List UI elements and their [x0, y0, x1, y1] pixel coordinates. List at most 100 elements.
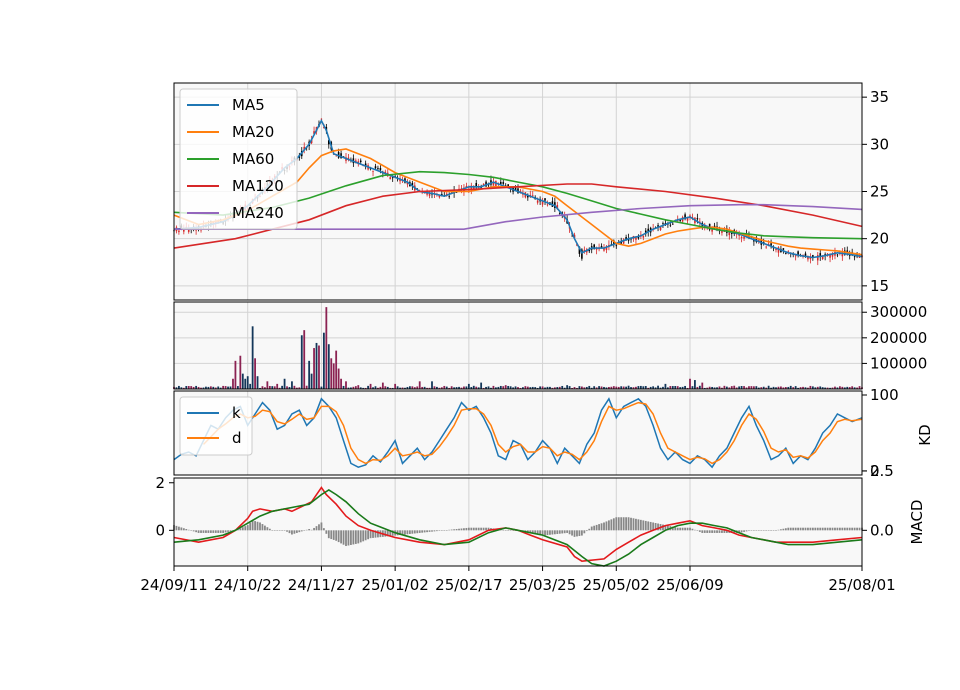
macd-histogram-bar: [239, 528, 242, 531]
candle-body: [672, 223, 674, 225]
macd-histogram-bar: [814, 527, 817, 531]
macd-histogram-bar: [654, 522, 657, 531]
macd-histogram-bar: [546, 530, 549, 536]
volume-bar: [748, 386, 750, 389]
volume-bar: [698, 385, 701, 389]
macd-histogram-bar: [630, 517, 632, 531]
volume-bar: [281, 385, 284, 389]
candle-body: [359, 160, 362, 163]
volume-bar: [703, 387, 706, 389]
macd-histogram-bar: [512, 530, 514, 531]
volume-bar: [522, 387, 524, 389]
volume-bar: [330, 358, 333, 389]
macd-histogram-bar: [268, 528, 271, 531]
macd-histogram-bar: [458, 528, 460, 531]
candle-body: [178, 230, 180, 233]
candle-body: [777, 247, 780, 253]
volume-bar: [834, 386, 836, 389]
macd-histogram-bar: [350, 530, 352, 545]
legend-label-k: k: [232, 404, 241, 422]
macd-histogram-bar: [858, 527, 861, 531]
macd-histogram-bar: [563, 530, 566, 534]
macd-histogram-bar: [217, 530, 220, 533]
volume-bar: [401, 387, 404, 389]
volume-bar: [487, 386, 490, 389]
volume-bar: [556, 387, 559, 389]
candle-body: [600, 245, 603, 248]
macd-histogram-bar: [266, 527, 269, 531]
macd-histogram-bar: [536, 530, 539, 535]
candle-body: [615, 245, 618, 247]
candle-body: [323, 126, 325, 128]
candle-body: [355, 160, 357, 162]
macd-histogram-bar: [178, 526, 180, 531]
price-ytick-label: 30: [870, 135, 889, 153]
volume-bar: [313, 348, 315, 389]
volume-bar: [298, 387, 301, 389]
macd-histogram-bar: [472, 527, 475, 531]
macd-histogram-bar: [784, 528, 787, 531]
candle-body: [696, 218, 699, 220]
volume-bar: [590, 387, 593, 389]
candle-body: [620, 241, 622, 244]
volume-bar: [357, 385, 360, 389]
volume-bar: [408, 386, 411, 389]
volume-bar: [293, 385, 296, 389]
volume-bar: [509, 386, 512, 389]
volume-bar: [212, 386, 215, 389]
legend-label-ma240: MA240: [232, 204, 284, 222]
volume-bar: [794, 386, 797, 389]
candle-body: [848, 255, 851, 256]
macd-histogram-bar: [293, 530, 296, 534]
macd-histogram-bar: [408, 530, 411, 534]
macd-histogram-bar: [332, 530, 335, 540]
legend-label-ma20: MA20: [232, 123, 274, 141]
volume-bar: [782, 387, 785, 389]
macd-histogram-bar: [770, 530, 772, 531]
macd-histogram-bar: [286, 530, 288, 532]
macd-histogram-bar: [485, 527, 487, 531]
volume-bar: [175, 387, 178, 389]
volume-bar: [770, 387, 772, 389]
macd-histogram-bar: [357, 530, 360, 544]
volume-bar: [826, 387, 829, 389]
volume-bar: [217, 386, 220, 389]
volume-bar: [190, 386, 193, 389]
macd-histogram-bar: [617, 517, 620, 531]
macd-left-tick-label: 0: [155, 521, 165, 539]
volume-bar: [551, 387, 554, 389]
volume-ytick-label: 300000: [870, 303, 927, 321]
macd-histogram-bar: [264, 525, 266, 531]
volume-bar: [632, 387, 635, 389]
macd-histogram-bar: [755, 530, 758, 531]
volume-bar: [718, 386, 721, 389]
candle-body: [740, 236, 743, 238]
macd-histogram-bar: [330, 530, 333, 540]
candle-body: [531, 195, 534, 197]
macd-histogram-bar: [789, 527, 792, 531]
macd-histogram-bar: [676, 527, 679, 531]
macd-histogram-bar: [246, 525, 249, 531]
macd-histogram-bar: [283, 530, 286, 531]
volume-bar: [610, 386, 613, 389]
macd-histogram-bar: [443, 530, 446, 531]
candle-body: [460, 188, 463, 190]
macd-histogram-bar: [583, 530, 586, 534]
volume-bar: [352, 386, 355, 389]
volume-bar: [799, 387, 802, 389]
candle-body: [829, 253, 831, 258]
volume-bar: [576, 387, 578, 389]
macd-histogram-bar: [573, 530, 576, 537]
macd-histogram-bar: [340, 530, 342, 544]
macd-histogram-bar: [745, 530, 748, 532]
volume-bar: [214, 387, 217, 389]
macd-histogram-bar: [691, 528, 694, 531]
volume-bar: [200, 387, 202, 389]
volume-bar: [659, 387, 662, 389]
volume-bar: [396, 386, 399, 389]
macd-histogram-bar: [620, 517, 623, 531]
volume-bar: [723, 385, 726, 389]
macd-histogram-bar: [227, 530, 229, 532]
macd-histogram-bar: [440, 530, 443, 531]
macd-axis-label: MACD: [908, 500, 926, 545]
